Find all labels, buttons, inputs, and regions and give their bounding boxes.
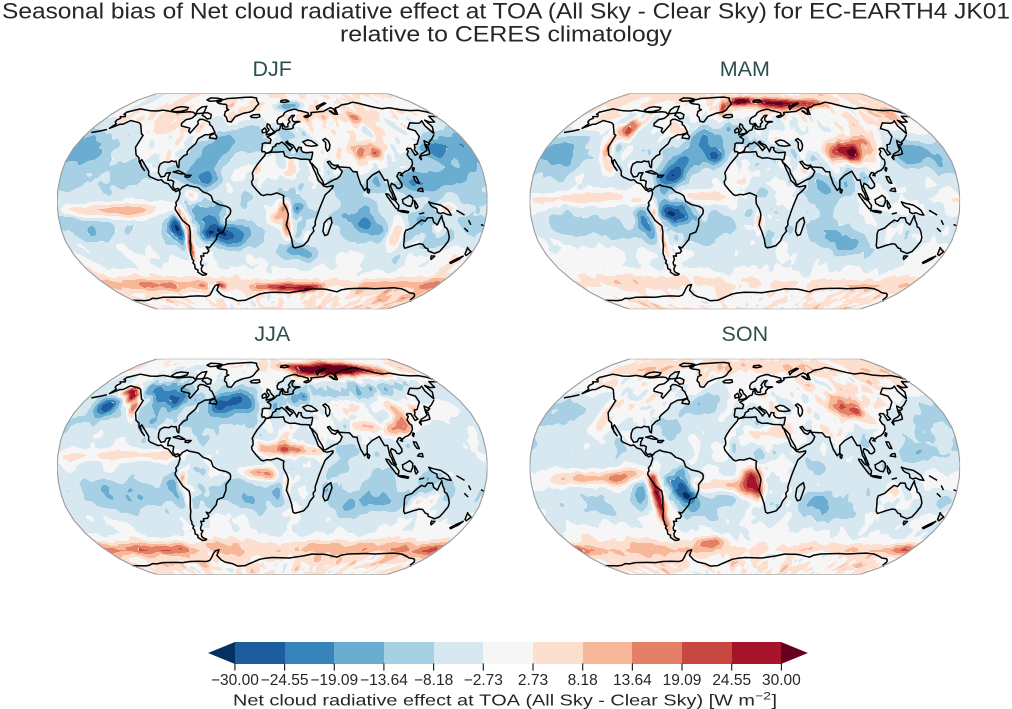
svg-text:19.09: 19.09 xyxy=(663,672,702,689)
svg-text:−2.73: −2.73 xyxy=(464,672,503,689)
svg-text:−8.18: −8.18 xyxy=(414,672,453,689)
svg-text:MAM: MAM xyxy=(720,57,770,81)
svg-text:30.00: 30.00 xyxy=(762,672,801,689)
svg-text:relative to CERES climatology: relative to CERES climatology xyxy=(340,21,673,46)
svg-text:−24.55: −24.55 xyxy=(261,672,309,689)
svg-text:DJF: DJF xyxy=(253,57,292,81)
svg-text:−30.00: −30.00 xyxy=(211,672,259,689)
svg-text:24.55: 24.55 xyxy=(712,672,751,689)
svg-text:8.18: 8.18 xyxy=(568,672,598,689)
svg-text:Seasonal bias of Net cloud rad: Seasonal bias of Net cloud radiative eff… xyxy=(2,0,1010,24)
svg-text:−19.09: −19.09 xyxy=(310,672,358,689)
svg-text:JJA: JJA xyxy=(254,322,291,346)
svg-text:13.64: 13.64 xyxy=(613,672,652,689)
svg-text:−13.64: −13.64 xyxy=(360,672,408,689)
svg-text:2.73: 2.73 xyxy=(518,672,548,689)
svg-text:SON: SON xyxy=(722,322,769,346)
